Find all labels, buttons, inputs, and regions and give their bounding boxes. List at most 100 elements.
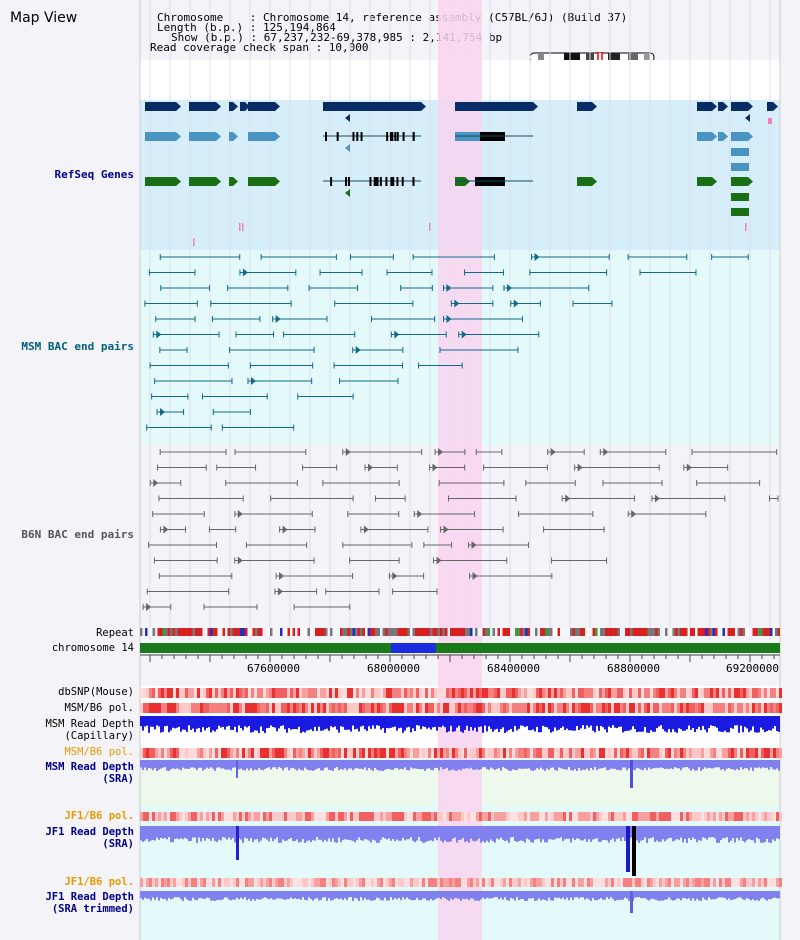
repeat-element [512, 628, 515, 636]
label-refseq[interactable]: RefSeq Genes [54, 168, 134, 181]
jf1-depth-bar [470, 826, 472, 839]
repeat-element [240, 628, 243, 636]
msm-depth-sra-bar [526, 760, 528, 769]
label-msm-depth-sra[interactable]: MSM Read Depth [45, 761, 134, 773]
jf1-trim-bar [488, 891, 490, 899]
msm-b6-pol-heat [407, 703, 410, 713]
dbsnp-heat [311, 688, 314, 698]
jf1-pol2-heat [380, 878, 383, 887]
msm-b6-pol2-heat [665, 748, 668, 758]
repeat-element [402, 628, 405, 636]
repeat-element [337, 628, 340, 636]
dbsnp-heat [587, 688, 590, 698]
msm-depth-cap-bar [688, 716, 690, 726]
jf1-depth-bar [526, 826, 528, 839]
jf1-trim-bar [154, 891, 156, 900]
msm-b6-pol2-heat [428, 748, 431, 758]
jf1-pol2-heat [611, 878, 614, 887]
repeat-element [422, 628, 425, 636]
msm-b6-pol2-heat [728, 748, 731, 758]
dbsnp-heat [752, 688, 755, 698]
dbsnp-heat [710, 688, 713, 698]
chromosome-ideogram[interactable] [528, 52, 658, 64]
jf1-pol2-heat [509, 878, 512, 887]
repeat-element [665, 628, 668, 636]
jf1-depth-bar [690, 826, 692, 841]
page-title: Map View [10, 10, 78, 26]
label-msm-b6-pol-2[interactable]: MSM/B6 pol. [64, 746, 134, 758]
msm-b6-pol-heat [749, 703, 752, 713]
msm-b6-pol-heat [152, 703, 155, 713]
label-jf1-depth[interactable]: JF1 Read Depth [45, 826, 134, 838]
jf1-pol2-heat [152, 878, 155, 887]
jf1-trim-bar [192, 891, 194, 898]
jf1-pol-heat [779, 812, 782, 821]
jf1-depth-bar [478, 826, 480, 839]
msm-b6-pol-heat [656, 703, 659, 713]
msm-b6-pol2-heat [674, 748, 677, 758]
dbsnp-heat [377, 688, 380, 698]
jf1-pol2-heat [698, 878, 701, 887]
gene-block [731, 148, 749, 156]
repeat-element [250, 628, 253, 636]
msm-depth-sra-bar [678, 760, 680, 769]
jf1-trim-bar [480, 891, 482, 900]
label-dbsnp[interactable]: dbSNP(Mouse) [58, 686, 134, 698]
msm-b6-pol2-heat [545, 748, 548, 758]
msm-depth-sra-bar [522, 760, 524, 769]
jf1-depth-bar [596, 826, 598, 839]
dbsnp-heat [278, 688, 281, 698]
msm-b6-pol2-heat [140, 748, 143, 758]
msm-b6-pol-heat [194, 703, 197, 713]
msm-b6-pol2-heat [242, 748, 245, 758]
label-jf1-pol-2[interactable]: JF1/B6 pol. [64, 876, 134, 888]
jf1-depth-bar [214, 826, 216, 842]
msm-depth-cap-bar [188, 716, 190, 726]
label-msm-b6-pol[interactable]: MSM/B6 pol. [64, 702, 134, 714]
jf1-pol-heat [461, 812, 464, 821]
repeat-element [362, 628, 365, 636]
msm-depth-sra-bar [424, 760, 426, 771]
msm-depth-cap-bar [258, 716, 260, 733]
repeat-element [247, 628, 250, 636]
jf1-trim-bar [762, 891, 764, 898]
jf1-trim-bar [172, 891, 174, 899]
label-jf1-pol[interactable]: JF1/B6 pol. [64, 810, 134, 822]
msm-depth-sra-bar [504, 760, 506, 769]
jf1-trim-bar [768, 891, 770, 900]
jf1-depth-bar [576, 826, 578, 839]
jf1-pol-heat [521, 812, 524, 821]
msm-depth-sra-bar [386, 760, 388, 769]
gene-block [145, 132, 176, 141]
msm-b6-pol2-heat [335, 748, 338, 758]
msm-depth-sra-bar [250, 760, 252, 769]
jf1-depth-bar [142, 826, 144, 842]
jf1-trim-bar [764, 891, 766, 900]
gene-exon [373, 177, 376, 186]
depth-spike [626, 826, 630, 872]
msm-depth-cap-bar [418, 716, 420, 726]
jf1-depth-bar [688, 826, 690, 838]
msm-b6-pol-heat [773, 703, 776, 713]
repeat-element [670, 628, 673, 636]
msm-depth-sra-bar [346, 760, 348, 771]
msm-depth-sra-bar [310, 760, 312, 771]
label-msm-bac[interactable]: MSM BAC end pairs [21, 340, 134, 353]
jf1-pol2-heat [764, 878, 767, 887]
msm-depth-sra-bar [242, 760, 244, 770]
label-b6n-bac[interactable]: B6N BAC end pairs [21, 528, 134, 541]
label-jf1-trim[interactable]: JF1 Read Depth [45, 891, 134, 903]
gene-exon [394, 132, 397, 141]
jf1-pol-heat [746, 812, 749, 821]
msm-b6-pol-heat [440, 703, 443, 713]
jf1-pol-heat [152, 812, 155, 821]
dbsnp-heat [584, 688, 587, 698]
msm-b6-pol2-heat [143, 748, 146, 758]
jf1-pol2-heat [488, 878, 491, 887]
label-msm-depth-cap[interactable]: MSM Read Depth [45, 718, 134, 730]
repeat-element [205, 628, 208, 636]
jf1-trim-bar [372, 891, 374, 901]
jf1-pol2-heat [263, 878, 266, 887]
msm-depth-sra-bar [214, 760, 216, 771]
